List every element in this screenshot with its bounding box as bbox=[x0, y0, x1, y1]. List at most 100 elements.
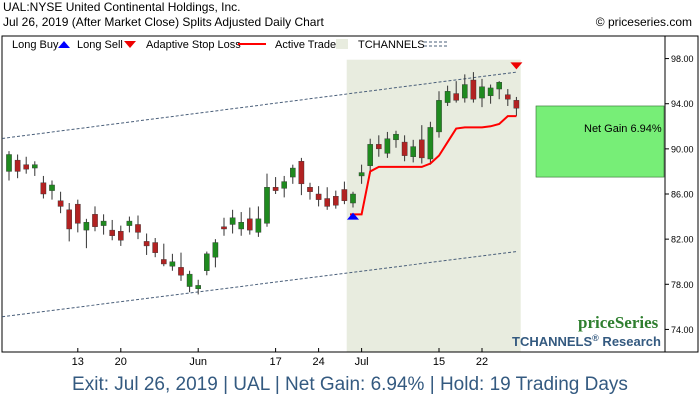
candle-down bbox=[221, 226, 227, 230]
long-buy-marker-icon bbox=[347, 212, 359, 220]
legend-tchannels: TCHANNELS bbox=[358, 39, 425, 51]
chart-background-layer bbox=[346, 59, 521, 352]
candle-up bbox=[6, 154, 12, 172]
active-trade-region bbox=[346, 59, 521, 352]
legend-active-trade: Active Trade bbox=[275, 39, 336, 51]
candle-down bbox=[315, 193, 322, 200]
candle-up bbox=[496, 82, 503, 90]
y-tick-label: 78.00 bbox=[671, 280, 694, 290]
research-label-suffix: Research bbox=[599, 334, 661, 349]
candle-up bbox=[462, 84, 468, 99]
candle-down bbox=[505, 94, 511, 100]
copyright-text: © priceseries.com bbox=[595, 15, 692, 29]
x-tick-label: 15 bbox=[433, 356, 445, 368]
candle-down bbox=[324, 198, 331, 207]
candle-up bbox=[100, 220, 107, 226]
research-label: TCHANNELS® Research bbox=[512, 333, 661, 349]
candle-up bbox=[32, 164, 38, 169]
candle-up bbox=[186, 273, 193, 287]
candle-up bbox=[169, 261, 176, 267]
candle-down bbox=[470, 79, 477, 100]
candle-up bbox=[410, 146, 417, 157]
candle-up bbox=[487, 87, 494, 97]
candle-up bbox=[83, 222, 90, 231]
y-tick-label: 74.00 bbox=[671, 325, 694, 335]
candle-down bbox=[152, 242, 159, 253]
research-label-brand: TCHANNELS bbox=[512, 334, 592, 349]
net-gain-label: Net Gain 6.94% bbox=[584, 123, 662, 135]
candle-down bbox=[143, 241, 150, 247]
adaptive-stop-line bbox=[350, 115, 517, 216]
candle-down bbox=[92, 214, 98, 227]
x-tick-label: 13 bbox=[72, 356, 84, 368]
candle-up bbox=[393, 133, 399, 141]
candle-up bbox=[358, 172, 365, 177]
channel-upper-line bbox=[2, 71, 517, 139]
candle-down bbox=[66, 209, 72, 230]
candle-down bbox=[419, 139, 425, 159]
price-chart: Long Buy Long Sell Adaptive Stop Loss Ac… bbox=[1, 35, 699, 368]
y-tick-label: 90.00 bbox=[671, 144, 694, 154]
y-tick-label: 98.00 bbox=[671, 54, 694, 64]
y-axis-strip bbox=[664, 35, 699, 353]
candle-up bbox=[444, 91, 451, 103]
candle-up bbox=[203, 253, 210, 271]
candle-up bbox=[367, 144, 374, 166]
candle-down bbox=[160, 259, 167, 265]
candle-up bbox=[255, 218, 262, 233]
candle-down bbox=[135, 224, 141, 233]
candle-down bbox=[341, 189, 348, 201]
candle-down bbox=[57, 200, 64, 207]
long-buy-legend-icon bbox=[58, 41, 70, 48]
candle-down bbox=[333, 196, 339, 206]
legend-adaptive-stop: Adaptive Stop Loss bbox=[146, 39, 241, 51]
candle-up bbox=[350, 193, 356, 204]
candle-down bbox=[298, 161, 305, 185]
candle-down bbox=[109, 229, 115, 236]
candle-down bbox=[513, 100, 520, 109]
research-label-mark: ® bbox=[592, 333, 599, 343]
legend-long-buy: Long Buy bbox=[12, 39, 59, 51]
legend: Long Buy Long Sell Adaptive Stop Loss Ac… bbox=[12, 39, 447, 51]
x-tick-label: 20 bbox=[115, 356, 127, 368]
candle-down bbox=[74, 203, 81, 224]
chart-data-layer bbox=[2, 62, 665, 318]
y-tick-label: 86.00 bbox=[671, 190, 694, 200]
brand-logo: priceSeries bbox=[578, 313, 659, 332]
x-tick-label: Jun bbox=[189, 356, 207, 368]
candle-down bbox=[272, 187, 279, 191]
candle-down bbox=[246, 218, 253, 231]
candle-up bbox=[281, 181, 288, 189]
candle-down bbox=[307, 187, 313, 192]
y-tick-label: 82.00 bbox=[671, 235, 694, 245]
candle-up bbox=[229, 217, 236, 225]
candle-down bbox=[453, 93, 460, 101]
candle-up bbox=[290, 167, 296, 178]
candle-up bbox=[195, 285, 202, 289]
candle-down bbox=[376, 144, 382, 150]
candle-up bbox=[126, 220, 133, 226]
x-tick-label: 24 bbox=[312, 356, 324, 368]
candle-up bbox=[49, 184, 55, 191]
candle-down bbox=[40, 182, 47, 195]
y-tick-label: 94.00 bbox=[671, 99, 694, 109]
candle-down bbox=[23, 164, 30, 170]
x-tick-label: Jul bbox=[355, 356, 369, 368]
x-tick-label: 17 bbox=[269, 356, 281, 368]
candle-down bbox=[14, 159, 21, 172]
candle-up bbox=[427, 127, 434, 160]
candle-down bbox=[401, 141, 408, 156]
candle-up bbox=[479, 86, 485, 99]
chart-subtitle: Jul 26, 2019 (After Market Close) Splits… bbox=[3, 15, 324, 29]
candle-down bbox=[178, 267, 184, 276]
axis-layer: 74.00 78.00 82.00 86.00 90.00 94.00 98.00 13 20 J… bbox=[72, 54, 694, 368]
candle-up bbox=[238, 222, 245, 230]
long-sell-legend-icon bbox=[124, 41, 136, 48]
candle-up bbox=[436, 100, 442, 133]
candle-up bbox=[384, 138, 391, 154]
candle-down bbox=[117, 231, 124, 241]
long-sell-marker-icon bbox=[510, 62, 523, 70]
active-trade-legend-swatch bbox=[336, 39, 348, 49]
footer-summary: Exit: Jul 26, 2019 | UAL | Net Gain: 6.9… bbox=[0, 372, 700, 400]
channel-lower-line bbox=[2, 251, 517, 318]
